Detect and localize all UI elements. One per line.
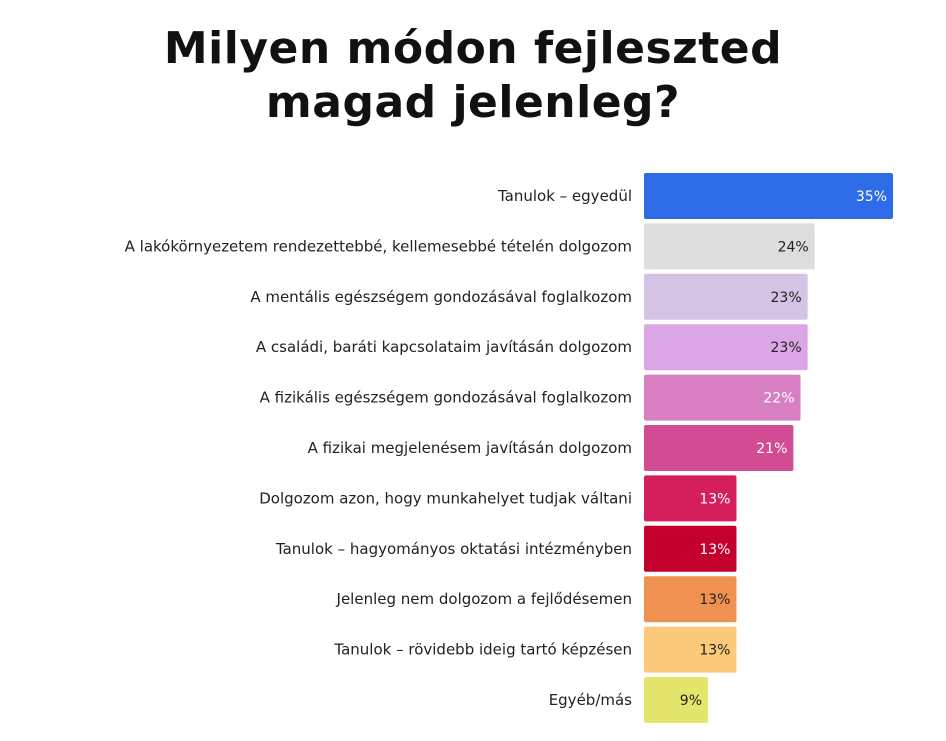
bar [644,223,815,270]
value-label: 13% [699,592,730,608]
value-label: 9% [680,693,702,709]
bar-row: A lakókörnyezetem rendezettebbé, kelleme… [125,223,815,270]
category-label: Dolgozom azon, hogy munkahelyet tudjak v… [259,489,632,507]
bar [644,324,808,371]
value-label: 23% [771,290,802,306]
bar [644,273,808,320]
chart-title-line-2: magad jelenleg? [265,77,681,128]
bar-row: Dolgozom azon, hogy munkahelyet tudjak v… [259,475,737,522]
category-label: A mentális egészségem gondozásával fogla… [250,288,632,306]
bar-row: A fizikális egészségem gondozásával fogl… [260,374,801,421]
bar [644,677,709,723]
category-label: A fizikai megjelenésem javításán dolgozo… [308,439,632,457]
category-label: Tanulok – hagyományos oktatási intézmény… [275,540,632,558]
category-label: A fizikális egészségem gondozásával fogl… [260,389,632,407]
value-label: 13% [699,491,730,507]
value-label: 13% [699,542,730,558]
category-label: Tanulok – rövidebb ideig tartó képzésen [333,641,632,659]
bar [644,626,737,673]
value-label: 21% [756,441,787,457]
category-label: A családi, baráti kapcsolataim javításán… [256,338,632,356]
bar-row: A családi, baráti kapcsolataim javításán… [256,324,808,371]
chart-title-line-1: Milyen módon fejleszted [163,23,783,74]
value-label: 23% [771,340,802,356]
category-label: Jelenleg nem dolgozom a fejlődésemen [336,590,632,608]
bar-row: Jelenleg nem dolgozom a fejlődésemen 13% [336,576,737,623]
bar [644,425,794,471]
bar [644,173,893,219]
bar [644,576,737,623]
category-label: Egyéb/más [549,691,632,709]
bar [644,374,801,421]
bar-row: Tanulok – rövidebb ideig tartó képzésen 1… [333,626,737,673]
value-label: 35% [856,189,887,205]
bar-row: Tanulok – egyedül 35% [497,173,893,219]
category-label: A lakókörnyezetem rendezettebbé, kelleme… [125,237,632,255]
bar [644,525,737,572]
value-label: 24% [778,239,809,255]
category-label: Tanulok – egyedül [497,187,632,205]
bar-row: Egyéb/más 9% [549,677,709,723]
value-label: 13% [699,643,730,659]
bar-row: A mentális egészségem gondozásával fogla… [250,273,808,320]
bar-row: A fizikai megjelenésem javításán dolgozo… [308,425,794,471]
bar [644,475,737,522]
value-label: 22% [763,391,794,407]
chart-title: Milyen módon fejleszted magad jelenleg? [0,22,946,130]
bar-row: Tanulok – hagyományos oktatási intézmény… [275,525,737,572]
